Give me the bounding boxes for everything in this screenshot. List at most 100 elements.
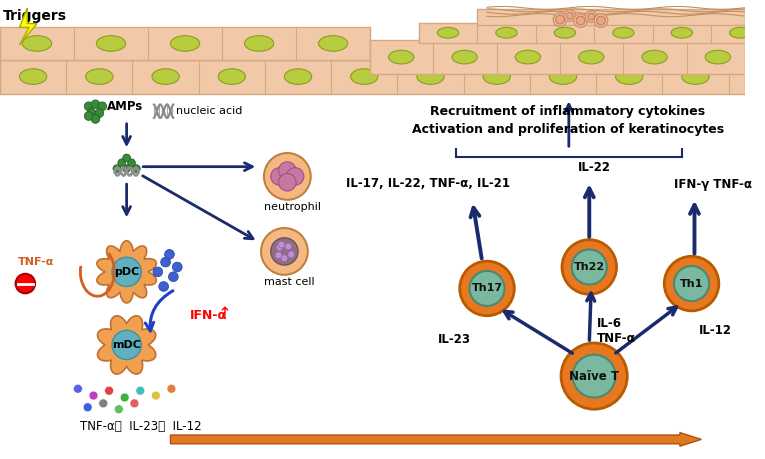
Ellipse shape xyxy=(171,36,200,51)
Ellipse shape xyxy=(318,36,348,51)
Circle shape xyxy=(159,282,168,291)
Circle shape xyxy=(553,13,567,27)
Ellipse shape xyxy=(86,69,113,84)
Circle shape xyxy=(470,271,505,306)
Circle shape xyxy=(285,243,291,250)
Ellipse shape xyxy=(578,50,604,64)
FancyBboxPatch shape xyxy=(418,22,745,43)
Circle shape xyxy=(562,240,617,294)
Circle shape xyxy=(172,262,182,272)
Text: Naïve T: Naïve T xyxy=(569,369,619,383)
Ellipse shape xyxy=(516,50,541,64)
Circle shape xyxy=(271,238,298,265)
Circle shape xyxy=(84,102,93,111)
Ellipse shape xyxy=(483,69,510,84)
Circle shape xyxy=(91,100,100,109)
Circle shape xyxy=(105,386,113,395)
Circle shape xyxy=(115,405,123,414)
Circle shape xyxy=(99,399,108,408)
Ellipse shape xyxy=(642,50,667,64)
Text: IL-23: IL-23 xyxy=(438,333,471,346)
Circle shape xyxy=(574,14,588,28)
Circle shape xyxy=(275,252,282,259)
Circle shape xyxy=(153,267,163,277)
Ellipse shape xyxy=(438,28,459,38)
Polygon shape xyxy=(97,241,156,303)
Ellipse shape xyxy=(350,69,378,84)
Circle shape xyxy=(271,168,288,185)
Text: IFN-γ TNF-α: IFN-γ TNF-α xyxy=(674,178,752,190)
Text: IL-17, IL-22, TNF-α, IL-21: IL-17, IL-22, TNF-α, IL-21 xyxy=(346,177,509,190)
Circle shape xyxy=(84,112,93,120)
Circle shape xyxy=(278,241,285,248)
Ellipse shape xyxy=(616,69,643,84)
Text: TNF-α，  IL-23，  IL-12: TNF-α， IL-23， IL-12 xyxy=(80,420,202,433)
Circle shape xyxy=(118,159,125,167)
Circle shape xyxy=(594,14,607,28)
Ellipse shape xyxy=(22,36,51,51)
Text: IL-6
TNF-α: IL-6 TNF-α xyxy=(597,317,636,345)
Text: AMPs: AMPs xyxy=(107,100,143,113)
Circle shape xyxy=(571,250,607,285)
Circle shape xyxy=(576,16,585,25)
Circle shape xyxy=(276,244,283,251)
Text: IL-22: IL-22 xyxy=(578,161,610,174)
Circle shape xyxy=(597,16,605,25)
Circle shape xyxy=(588,13,594,20)
Circle shape xyxy=(15,274,35,293)
Text: mDC: mDC xyxy=(112,340,141,350)
Circle shape xyxy=(168,272,178,282)
Ellipse shape xyxy=(452,50,477,64)
Circle shape xyxy=(130,399,138,408)
Text: Recruitment of inflammatory cytokines
Activation and proliferation of keratinocy: Recruitment of inflammatory cytokines Ac… xyxy=(412,106,724,136)
Text: Triggers: Triggers xyxy=(3,9,67,23)
Circle shape xyxy=(164,250,174,259)
Text: mast cell: mast cell xyxy=(264,277,314,287)
Ellipse shape xyxy=(496,28,517,38)
Text: nucleic acid: nucleic acid xyxy=(176,106,243,116)
Ellipse shape xyxy=(549,69,577,84)
Circle shape xyxy=(73,384,83,393)
Circle shape xyxy=(136,386,145,395)
FancyBboxPatch shape xyxy=(0,60,745,94)
Ellipse shape xyxy=(19,69,47,84)
FancyBboxPatch shape xyxy=(0,28,370,60)
Text: Th17: Th17 xyxy=(471,283,503,293)
Ellipse shape xyxy=(613,28,634,38)
Polygon shape xyxy=(97,316,156,374)
Text: pDC: pDC xyxy=(114,267,139,277)
Circle shape xyxy=(122,165,131,173)
Circle shape xyxy=(264,153,311,200)
Circle shape xyxy=(460,261,514,316)
Circle shape xyxy=(91,115,100,123)
Circle shape xyxy=(151,391,160,400)
FancyBboxPatch shape xyxy=(370,40,745,74)
Circle shape xyxy=(286,168,304,185)
Polygon shape xyxy=(19,8,37,45)
Text: TNF-α: TNF-α xyxy=(18,257,54,267)
Circle shape xyxy=(281,255,288,262)
Text: ↑: ↑ xyxy=(217,305,231,323)
Circle shape xyxy=(113,165,121,173)
Circle shape xyxy=(585,11,597,22)
Text: Th22: Th22 xyxy=(574,262,605,272)
Circle shape xyxy=(87,109,96,118)
Circle shape xyxy=(566,12,573,19)
Circle shape xyxy=(167,384,176,393)
Text: neutrophil: neutrophil xyxy=(264,202,321,212)
Circle shape xyxy=(112,330,142,359)
Ellipse shape xyxy=(682,69,709,84)
Ellipse shape xyxy=(730,28,751,38)
Circle shape xyxy=(161,257,171,267)
Ellipse shape xyxy=(152,69,179,84)
Circle shape xyxy=(564,10,575,22)
Circle shape xyxy=(261,228,308,275)
Ellipse shape xyxy=(554,28,575,38)
Ellipse shape xyxy=(417,69,444,84)
Circle shape xyxy=(98,102,106,111)
Circle shape xyxy=(120,393,129,402)
Circle shape xyxy=(95,109,104,118)
Circle shape xyxy=(555,15,565,24)
Circle shape xyxy=(278,174,296,191)
Circle shape xyxy=(664,256,719,311)
